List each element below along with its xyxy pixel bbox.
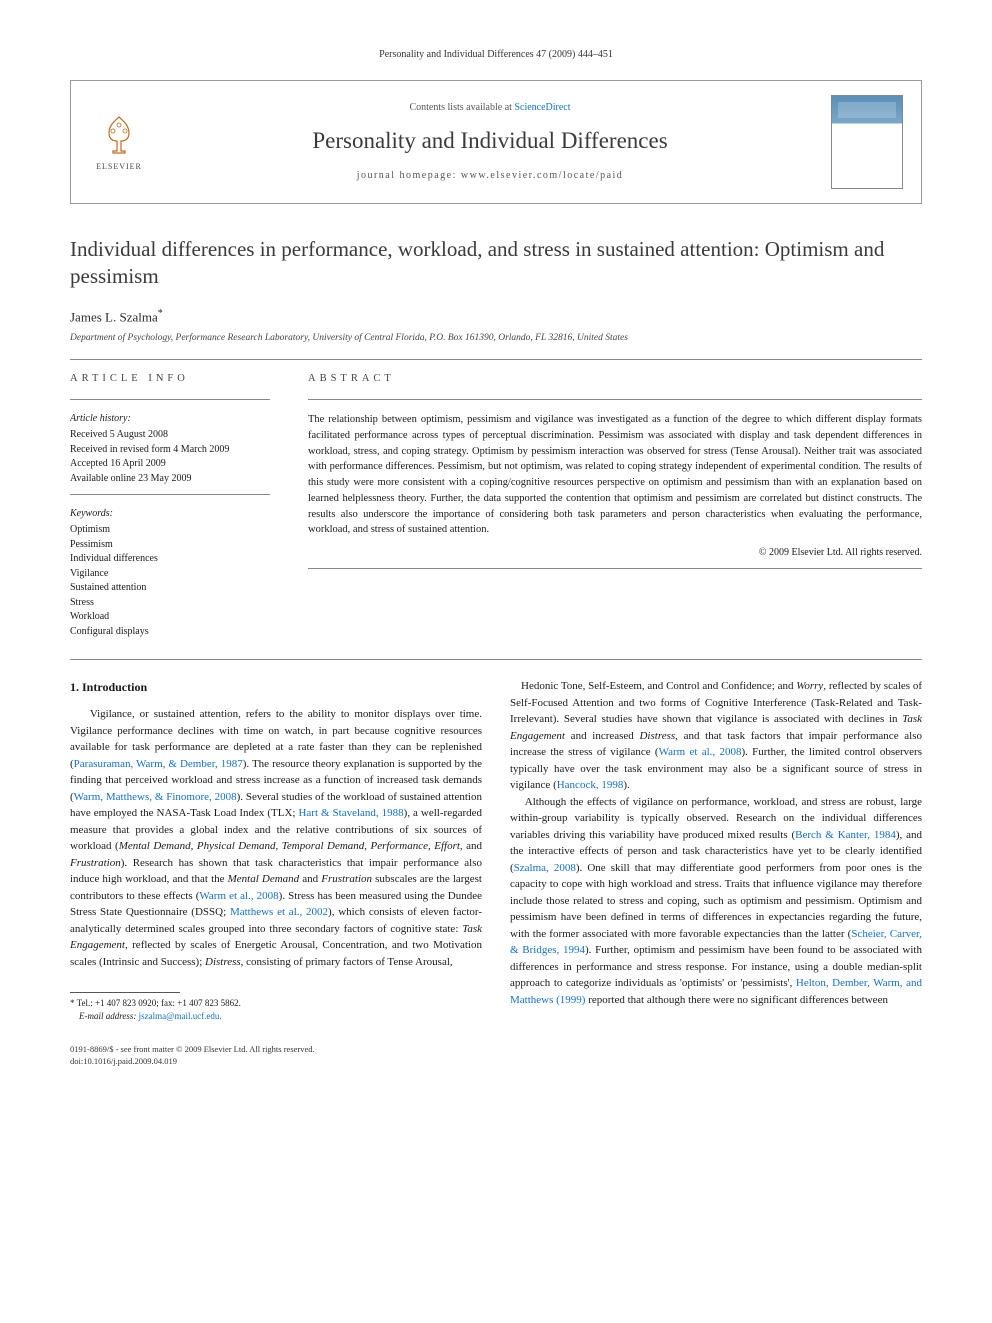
keyword: Stress	[70, 596, 270, 611]
homepage-prefix: journal homepage:	[357, 170, 461, 181]
footer: 0191-8869/$ - see front matter © 2009 El…	[70, 1044, 922, 1067]
divider	[70, 494, 270, 495]
body-columns: 1. Introduction Vigilance, or sustained …	[70, 678, 922, 1022]
email-link[interactable]: jszalma@mail.ucf.edu.	[139, 1011, 222, 1021]
keyword: Optimism	[70, 523, 270, 538]
contents-prefix: Contents lists available at	[409, 102, 514, 113]
footer-line-1: 0191-8869/$ - see front matter © 2009 El…	[70, 1044, 922, 1055]
article-title: Individual differences in performance, w…	[70, 236, 922, 291]
column-right: Hedonic Tone, Self-Esteem, and Control a…	[510, 678, 922, 1022]
history-line: Accepted 16 April 2009	[70, 457, 270, 472]
history-label: Article history:	[70, 412, 270, 426]
abstract-block: ABSTRACT The relationship between optimi…	[308, 372, 922, 639]
keyword: Workload	[70, 610, 270, 625]
homepage-url: www.elsevier.com/locate/paid	[461, 170, 623, 181]
contents-line: Contents lists available at ScienceDirec…	[167, 101, 813, 115]
divider	[308, 399, 922, 400]
history-line: Available online 23 May 2009	[70, 472, 270, 487]
footer-line-2: doi:10.1016/j.paid.2009.04.019	[70, 1056, 922, 1067]
abstract-text: The relationship between optimism, pessi…	[308, 412, 922, 538]
body-paragraph: Hedonic Tone, Self-Esteem, and Control a…	[510, 678, 922, 1008]
tree-icon	[95, 111, 143, 159]
body-paragraph: Vigilance, or sustained attention, refer…	[70, 706, 482, 970]
author-name: James L. Szalma*	[70, 307, 922, 327]
keyword: Vigilance	[70, 567, 270, 582]
divider	[70, 399, 270, 400]
keyword: Configural displays	[70, 625, 270, 640]
banner-center: Contents lists available at ScienceDirec…	[167, 101, 813, 183]
keyword: Sustained attention	[70, 581, 270, 596]
history-line: Received in revised form 4 March 2009	[70, 443, 270, 458]
elsevier-label: ELSEVIER	[96, 161, 142, 172]
journal-cover-thumbnail	[831, 95, 903, 189]
divider	[70, 359, 922, 360]
abstract-copyright: © 2009 Elsevier Ltd. All rights reserved…	[308, 546, 922, 560]
keyword: Individual differences	[70, 552, 270, 567]
sciencedirect-link[interactable]: ScienceDirect	[514, 102, 570, 113]
article-info: ARTICLE INFO Article history: Received 5…	[70, 372, 270, 639]
column-left: 1. Introduction Vigilance, or sustained …	[70, 678, 482, 1022]
article-info-head: ARTICLE INFO	[70, 372, 270, 387]
footnote-email: E-mail address: jszalma@mail.ucf.edu.	[70, 1010, 482, 1023]
divider	[70, 659, 922, 660]
keywords-label: Keywords:	[70, 507, 270, 521]
keyword: Pessimism	[70, 538, 270, 553]
email-label: E-mail address:	[79, 1011, 136, 1021]
journal-banner: ELSEVIER Contents lists available at Sci…	[70, 80, 922, 204]
section-heading: 1. Introduction	[70, 678, 482, 696]
running-header: Personality and Individual Differences 4…	[70, 48, 922, 62]
footnote-tel: * Tel.: +1 407 823 0920; fax: +1 407 823…	[70, 997, 482, 1010]
abstract-head: ABSTRACT	[308, 372, 922, 387]
author-text: James L. Szalma	[70, 309, 158, 324]
history-line: Received 5 August 2008	[70, 428, 270, 443]
homepage-line: journal homepage: www.elsevier.com/locat…	[167, 169, 813, 183]
journal-name: Personality and Individual Differences	[167, 125, 813, 157]
divider	[308, 568, 922, 569]
corresponding-marker: *	[158, 308, 163, 319]
footnote-rule	[70, 992, 180, 993]
meta-row: ARTICLE INFO Article history: Received 5…	[70, 372, 922, 639]
affiliation: Department of Psychology, Performance Re…	[70, 332, 922, 345]
elsevier-logo: ELSEVIER	[89, 107, 149, 177]
